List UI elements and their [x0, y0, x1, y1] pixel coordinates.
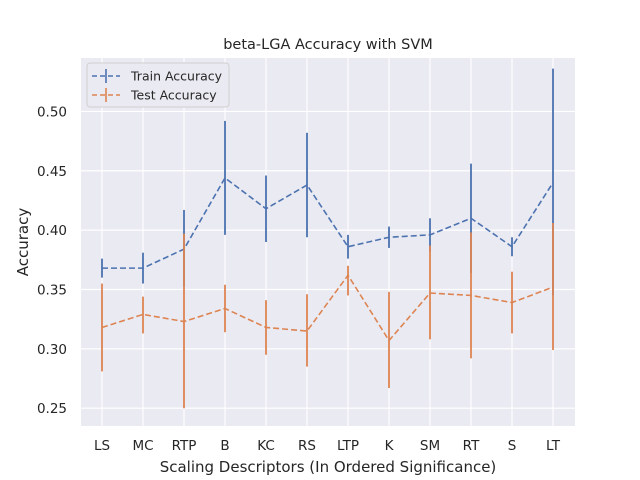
chart-title: beta-LGA Accuracy with SVM	[223, 37, 433, 53]
legend-items: Train Accuracy Test Accuracy	[92, 69, 223, 103]
x-tick-label: K	[385, 438, 395, 454]
series-test	[101, 223, 554, 409]
x-tick-label: RT	[463, 438, 480, 454]
series-layer	[101, 68, 554, 409]
series-line	[101, 273, 554, 342]
x-tick-label: LT	[546, 438, 561, 454]
plot-background	[81, 58, 575, 426]
legend: Train Accuracy Test Accuracy	[86, 62, 230, 108]
x-tick-label: S	[508, 438, 517, 454]
y-tick-label: 0.45	[37, 164, 67, 180]
x-axis-label: Scaling Descriptors (In Ordered Signific…	[160, 458, 497, 476]
y-tick-label: 0.40	[37, 223, 67, 239]
legend-label: Test Accuracy	[130, 88, 217, 103]
x-tick-label: B	[220, 438, 229, 454]
x-tick-label: SM	[420, 438, 440, 454]
x-tick-label: LS	[94, 438, 110, 454]
y-tick-label: 0.35	[37, 282, 67, 298]
y-axis-label: Accuracy	[14, 208, 32, 277]
y-tick-label: 0.50	[37, 104, 67, 120]
x-tick-label: KC	[257, 438, 275, 454]
x-tick-label: LTP	[337, 438, 359, 454]
legend-label: Train Accuracy	[130, 69, 223, 84]
y-tick-labels: 0.25 0.30 0.35 0.40 0.45 0.50	[37, 104, 67, 417]
x-tick-label: RS	[298, 438, 316, 454]
y-tick-label: 0.30	[37, 342, 67, 358]
legend-box	[86, 62, 230, 108]
x-tick-label: RTP	[172, 438, 197, 454]
x-tick-label: MC	[132, 438, 153, 454]
x-tick-labels: LS MC RTP B KC RS LTP K SM RT S LT	[94, 438, 561, 454]
y-tick-label: 0.25	[37, 401, 67, 417]
